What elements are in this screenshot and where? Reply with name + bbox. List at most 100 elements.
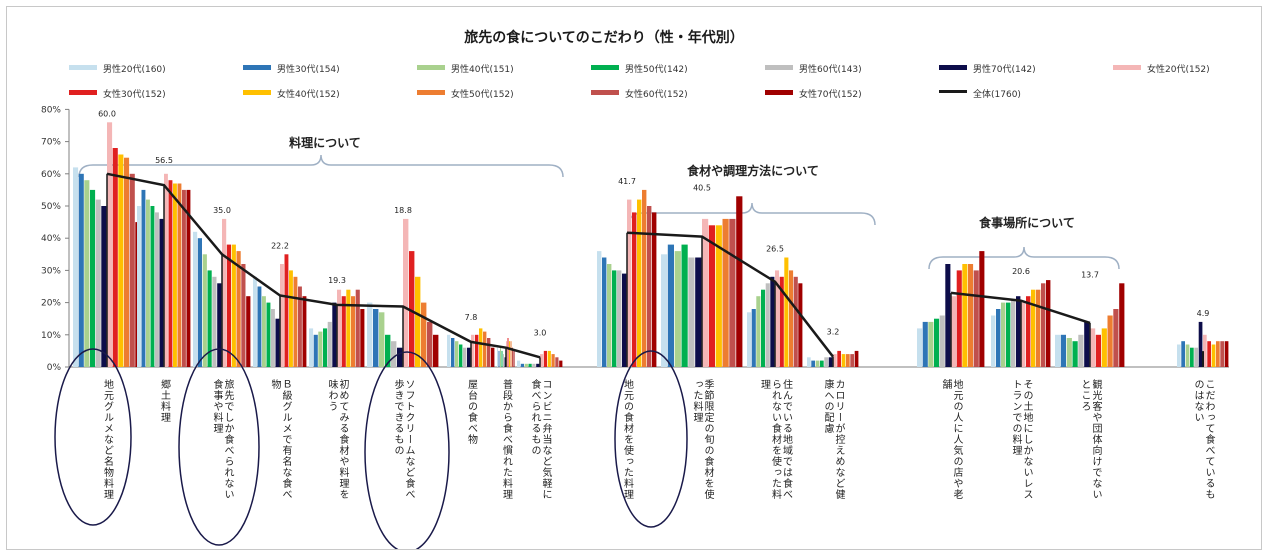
- value-label: 56.5: [155, 156, 173, 165]
- legend-label: 女性70代(152): [799, 88, 862, 100]
- bar: [708, 225, 715, 367]
- bar: [979, 251, 985, 367]
- category-label-column: カロリーが控えめなど健: [833, 379, 845, 500]
- bar: [1198, 321, 1203, 367]
- bar: [951, 296, 957, 367]
- legend-swatch: [69, 90, 97, 95]
- value-label: 7.8: [465, 313, 478, 322]
- bar: [137, 206, 141, 367]
- bar: [360, 309, 365, 367]
- bar: [1216, 341, 1220, 367]
- bar: [95, 199, 101, 367]
- value-label: 3.2: [827, 328, 840, 337]
- value-label: 35.0: [213, 206, 231, 215]
- y-tick-label: 0%: [47, 363, 62, 373]
- bar: [1107, 315, 1113, 367]
- bar: [820, 360, 824, 367]
- category-label-column: コンビニ弁当など気軽に: [540, 379, 552, 500]
- category-label-column: 郷土料理: [159, 379, 171, 423]
- category-label-column: 理: [759, 379, 771, 390]
- bar: [373, 309, 379, 367]
- chart-title: 旅先の食についてのこだわり（性・年代別）: [464, 29, 744, 46]
- legend-label: 男性70代(142): [973, 63, 1036, 75]
- bar: [497, 347, 498, 367]
- overall-line: [626, 231, 834, 358]
- group-bracket: [628, 202, 876, 226]
- bar: [996, 309, 1001, 367]
- bar: [507, 338, 509, 367]
- bar: [1177, 344, 1181, 367]
- bar: [1026, 296, 1031, 367]
- bar: [1041, 283, 1046, 367]
- y-tick-label: 50%: [41, 202, 61, 212]
- bar: [536, 363, 540, 367]
- category-label-column: られない食材を使った料: [770, 379, 782, 500]
- value-labels: 60.0 56.5 35.0 22.2 19.3 18.8 7.8 3.0 41.7 40.5 26…: [98, 109, 1209, 337]
- value-label: 60.0: [98, 109, 116, 118]
- bar: [197, 238, 202, 367]
- bar: [409, 251, 415, 367]
- bar: [555, 357, 559, 367]
- bar: [500, 347, 501, 367]
- bar: [487, 338, 491, 367]
- bar: [302, 296, 307, 367]
- bar: [761, 289, 766, 367]
- bar: [512, 347, 513, 367]
- legend-label: 女性60代(152): [625, 88, 688, 100]
- bar: [447, 334, 451, 367]
- bar: [811, 360, 815, 367]
- bar: [681, 244, 688, 367]
- bar: [922, 321, 928, 367]
- bar: [939, 315, 945, 367]
- bar: [559, 360, 563, 367]
- legend-swatch: [1113, 65, 1141, 70]
- bar: [236, 251, 241, 367]
- bar: [775, 270, 780, 367]
- bar: [1031, 289, 1036, 367]
- category-label-group: 郷土料理: [159, 379, 171, 423]
- legend-label: 男性60代(143): [799, 63, 862, 75]
- bar: [118, 154, 124, 367]
- bar: [266, 302, 271, 367]
- legend-swatch: [939, 65, 967, 70]
- bar: [1060, 334, 1066, 367]
- category-label-column: 舗: [940, 378, 952, 390]
- bar: [124, 157, 130, 367]
- bar: [421, 302, 427, 367]
- bar: [397, 347, 403, 367]
- y-tick-label: 20%: [41, 299, 61, 309]
- bar: [318, 331, 323, 367]
- bar: [498, 350, 500, 367]
- value-label: 20.6: [1012, 267, 1030, 276]
- bar: [934, 318, 940, 367]
- bar: [667, 244, 674, 367]
- y-tick-label: 70%: [41, 138, 61, 148]
- category-label-column: トランでの料理: [1010, 379, 1022, 456]
- bar: [1090, 328, 1096, 367]
- bar: [1113, 309, 1119, 367]
- category-label-column: 屋台の食べ物: [466, 379, 478, 445]
- bar: [293, 276, 298, 367]
- legend-swatch: [243, 65, 271, 70]
- legend-label: 女性20代(152): [1147, 63, 1210, 75]
- bar: [246, 296, 251, 367]
- category-label-column: 地元の人に人気の店や老: [951, 378, 963, 500]
- bar: [607, 264, 612, 367]
- bar: [1203, 334, 1207, 367]
- bar: [517, 360, 521, 367]
- bar: [327, 321, 332, 367]
- bar: [1194, 347, 1198, 367]
- category-label-column: った料理: [691, 379, 703, 423]
- bar: [226, 244, 231, 367]
- legend-label: 男性30代(154): [277, 63, 340, 75]
- bar: [78, 173, 84, 367]
- category-label-column: のはない: [1192, 379, 1204, 423]
- bar: [688, 257, 695, 367]
- bar: [351, 296, 356, 367]
- group-bracket: [928, 246, 1120, 270]
- bar: [73, 167, 79, 367]
- bar: [1021, 302, 1026, 367]
